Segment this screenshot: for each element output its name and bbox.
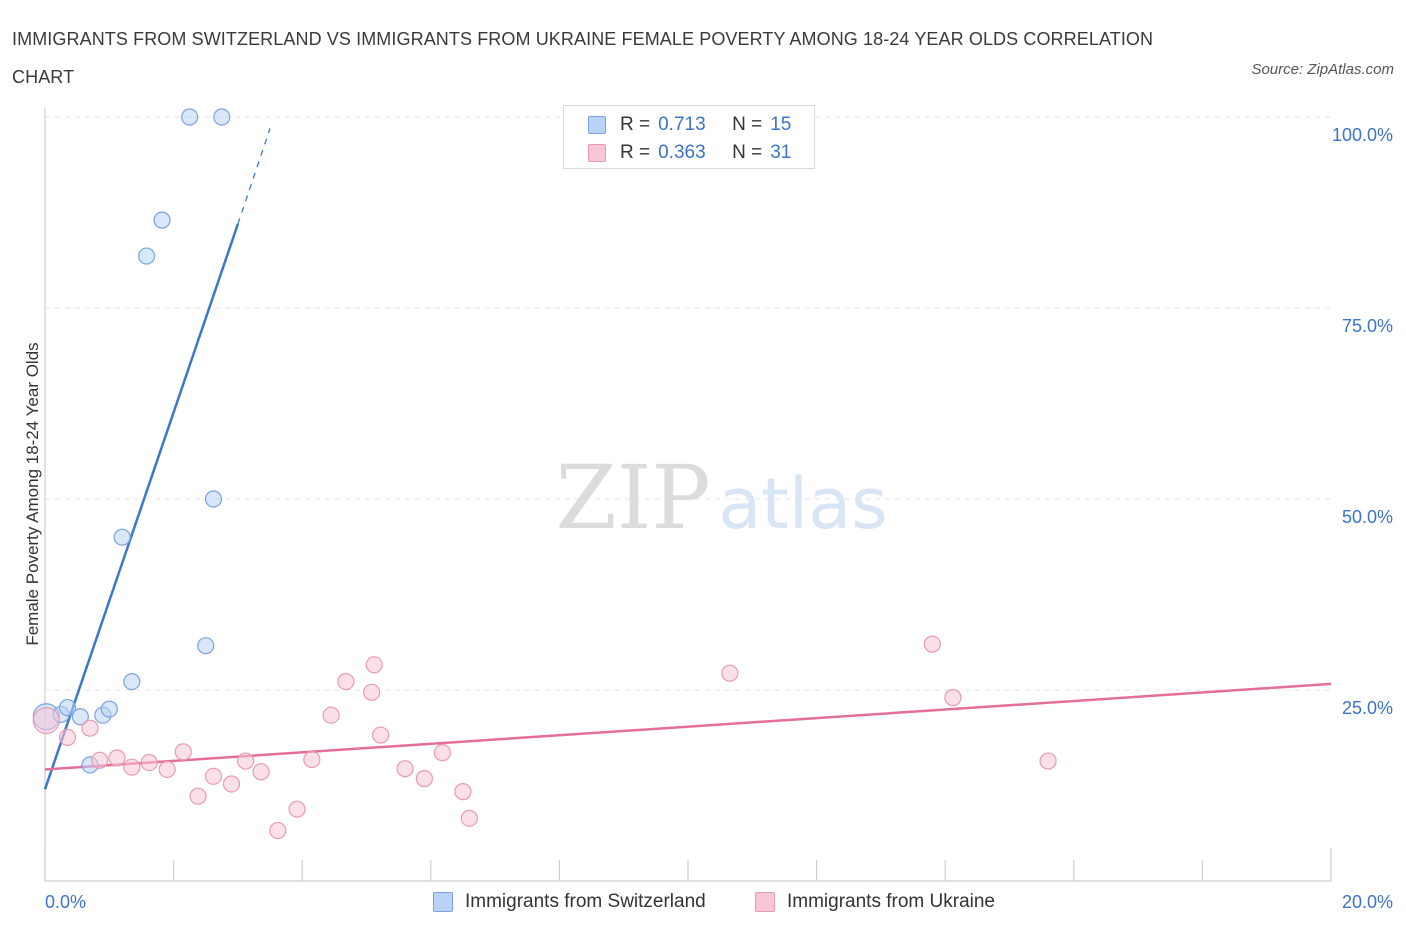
point-ukraine [303, 750, 321, 769]
grid-lines [45, 116, 1331, 691]
bottom-legend-swatch-ukraine [755, 892, 775, 912]
point-ukraine [123, 758, 141, 776]
point-switzerland [123, 672, 141, 691]
point-ukraine [433, 744, 451, 762]
legend-swatch-ukraine [588, 144, 606, 162]
point-ukraine [1039, 752, 1057, 770]
x-ticks [44, 848, 1332, 881]
point-switzerland [181, 108, 199, 126]
watermark-atlas: atlas [718, 463, 887, 545]
point-ukraine [454, 783, 472, 801]
legend-r-value: 0.363 [658, 142, 706, 163]
point-ukraine [58, 728, 77, 746]
point-ukraine [81, 719, 99, 737]
point-switzerland [58, 698, 77, 717]
point-ukraine [396, 760, 414, 778]
legend-row-switzerland: R = 0.713 N = 15 [588, 113, 791, 137]
point-ukraine [91, 751, 109, 769]
legend-n-value: 31 [770, 142, 792, 163]
legend-n-label: N = [732, 142, 763, 163]
y-tick-label: 50.0% [1342, 507, 1393, 527]
point-ukraine [174, 743, 192, 761]
legend-r-value: 0.713 [658, 114, 706, 135]
point-ukraine [322, 706, 340, 724]
chart-title: IMMIGRANTS FROM SWITZERLAND VS IMMIGRANT… [12, 29, 1154, 87]
y-axis-label: Female Poverty Among 18-24 Year Olds [23, 342, 42, 646]
x-tick-label-min: 0.0% [45, 892, 86, 912]
point-switzerland [197, 637, 215, 655]
point-ukraine [721, 664, 739, 682]
point-ukraine [365, 656, 383, 674]
legend-swatch-switzerland [588, 116, 606, 134]
watermark-zip: ZIP [555, 446, 710, 549]
point-ukraine [222, 775, 241, 793]
point-switzerland [204, 490, 223, 508]
point-switzerland [213, 108, 231, 126]
y-tick-label: 25.0% [1342, 698, 1393, 718]
point-ukraine [944, 689, 962, 707]
x-tick-label-max: 20.0% [1342, 892, 1393, 912]
y-tick-label: 75.0% [1342, 316, 1393, 336]
bottom-legend-label-ukraine: Immigrants from Ukraine [787, 891, 995, 912]
point-ukraine [337, 672, 355, 691]
point-switzerland [137, 247, 156, 265]
point-ukraine [288, 800, 306, 818]
x-tick-labels: 0.0% 20.0% [45, 892, 1393, 912]
point-ukraine [372, 726, 390, 744]
point-ukraine [269, 821, 287, 840]
point-ukraine [32, 706, 60, 735]
point-ukraine [204, 767, 223, 785]
trend-line-switzerland [43, 223, 240, 790]
point-ukraine [415, 770, 433, 788]
bottom-legend-ukraine: Immigrants from Ukraine [755, 889, 995, 915]
point-switzerland [100, 700, 118, 718]
legend-n-value: 15 [770, 114, 792, 135]
point-ukraine [460, 809, 478, 827]
point-ukraine [363, 683, 381, 701]
point-switzerland [113, 528, 131, 546]
bottom-legend-swatch-switzerland [433, 892, 453, 912]
point-ukraine [189, 787, 207, 805]
point-switzerland [71, 708, 89, 726]
legend-r-label: R = [620, 142, 651, 163]
legend-n-label: N = [732, 114, 763, 135]
y-tick-label: 100.0% [1332, 125, 1393, 145]
correlation-legend: R = 0.713 N = 15 R = 0.363 N = 31 [563, 105, 815, 169]
point-ukraine [140, 753, 158, 772]
trend-line-ukraine [44, 682, 1332, 771]
watermark: ZIP atlas [555, 446, 887, 549]
bottom-legend-switzerland: Immigrants from Switzerland [433, 889, 706, 915]
legend-row-ukraine: R = 0.363 N = 31 [588, 141, 791, 165]
point-ukraine [108, 749, 126, 767]
point-ukraine [158, 760, 176, 779]
point-ukraine [252, 763, 270, 781]
trend-line-extension-switzerland [237, 128, 271, 225]
bottom-legend-label-switzerland: Immigrants from Switzerland [465, 891, 706, 912]
trend-lines [43, 128, 1332, 790]
data-points [32, 108, 1057, 840]
point-switzerland [153, 211, 171, 229]
legend-r-label: R = [620, 114, 651, 135]
point-ukraine [237, 752, 255, 770]
source-label: Source: ZipAtlas.com [1251, 61, 1394, 78]
point-ukraine [923, 635, 941, 653]
y-tick-labels: 25.0% 50.0% 75.0% 100.0% [1332, 125, 1393, 718]
